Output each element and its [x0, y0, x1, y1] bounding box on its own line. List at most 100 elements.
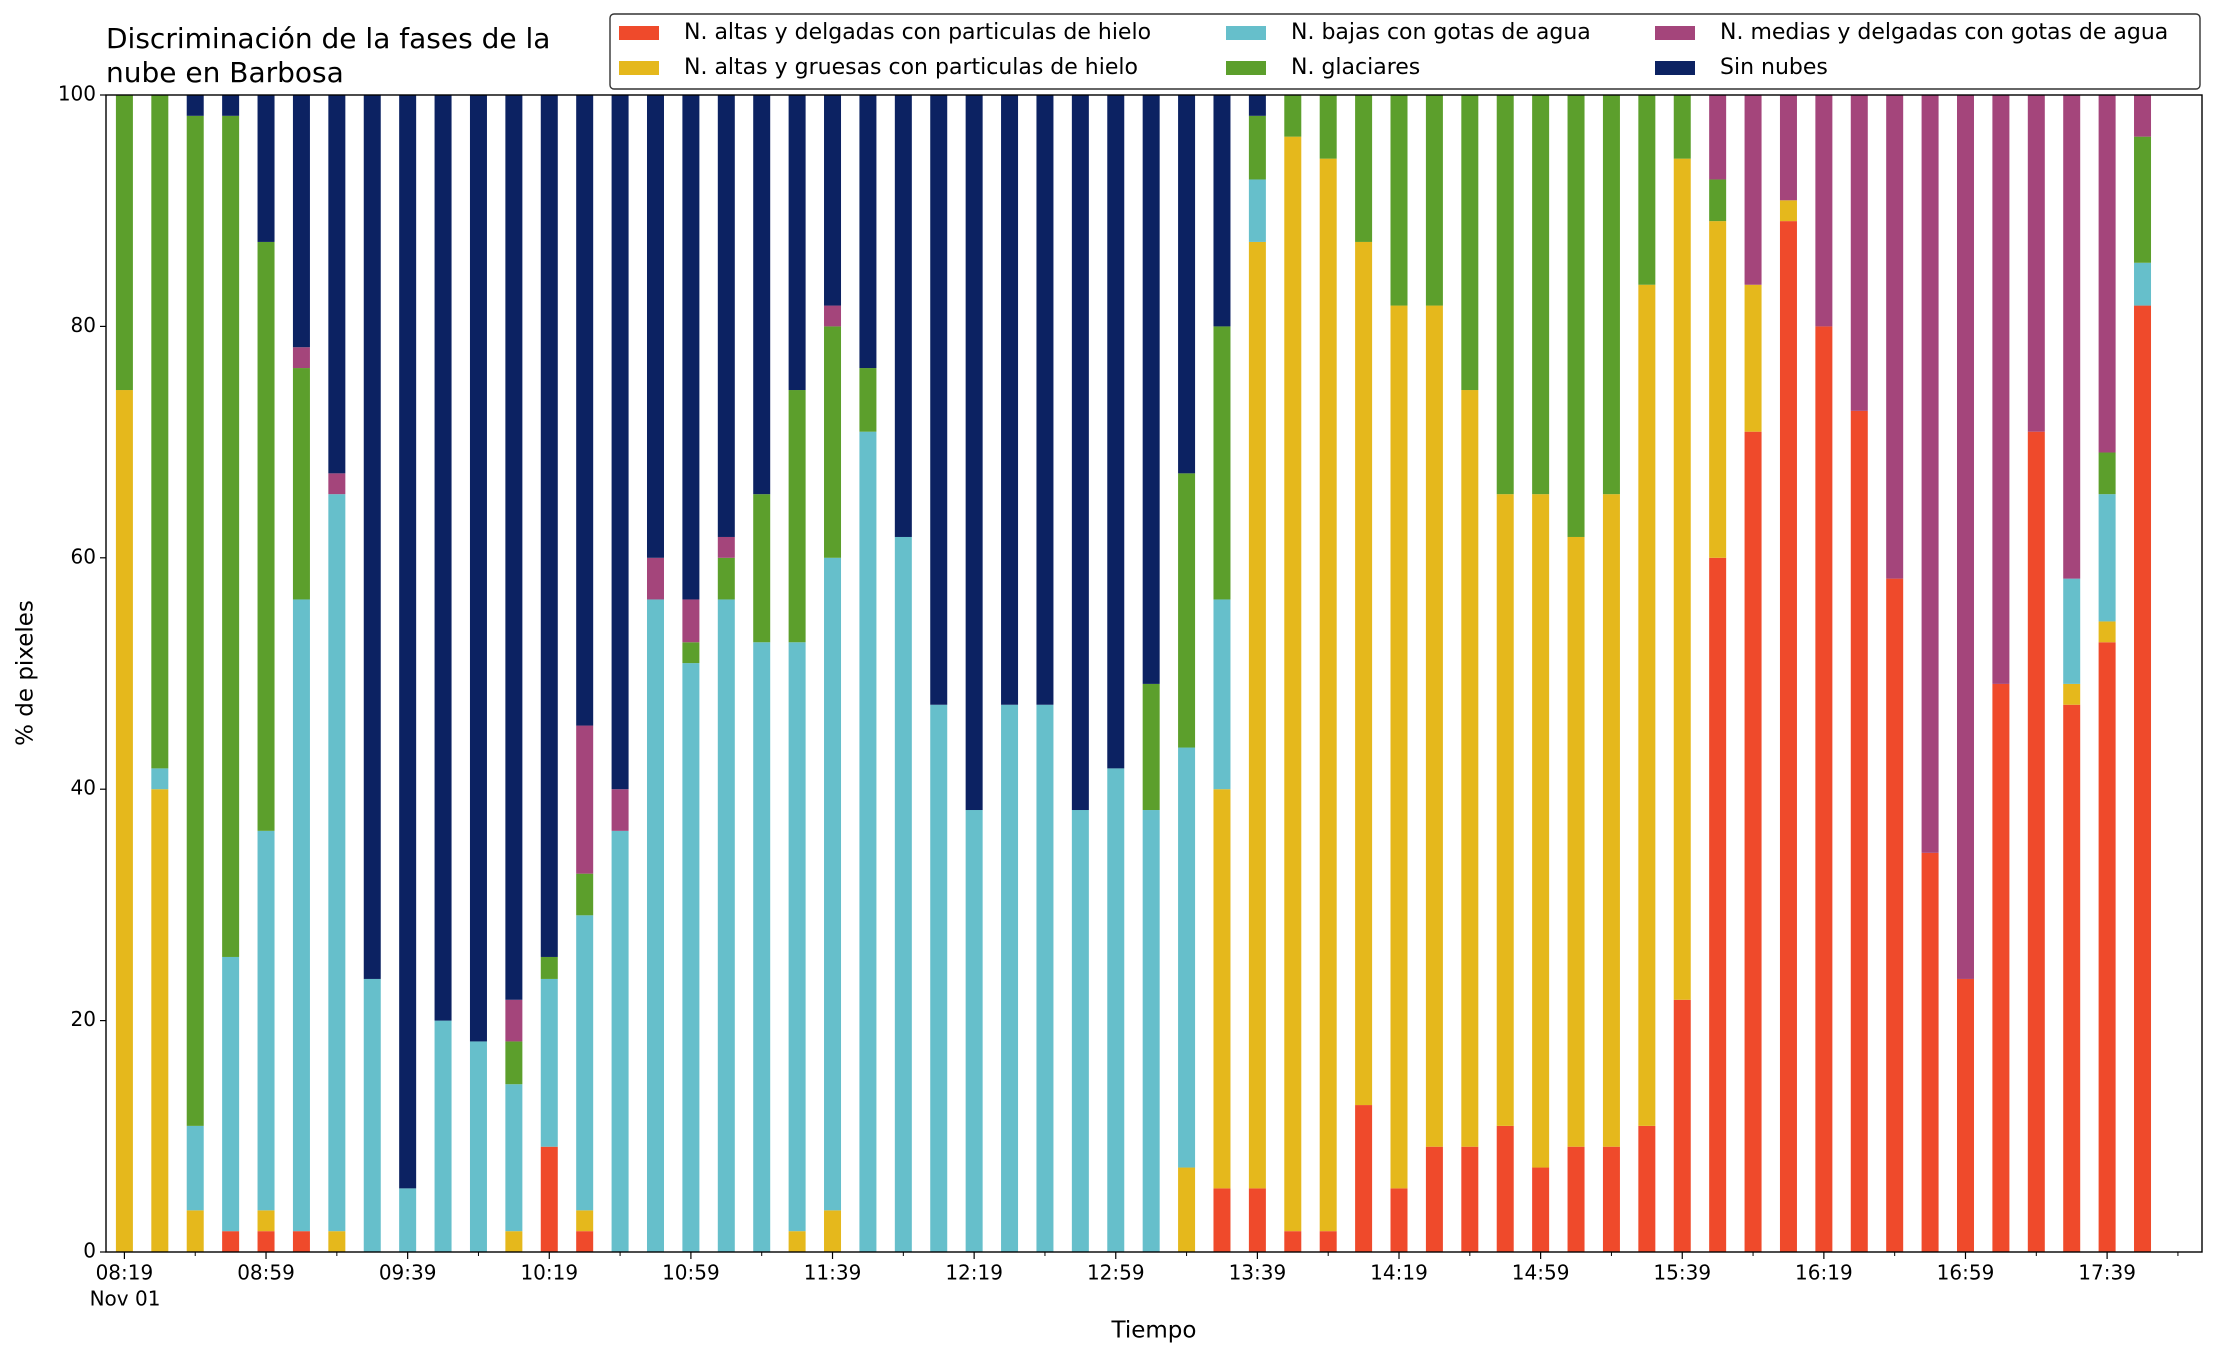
bar-segment [2098, 494, 2116, 622]
bar-segment [788, 95, 806, 391]
y-tick-label: 20 [71, 1007, 96, 1031]
bar-segment [1425, 95, 1443, 306]
bar-segment [540, 95, 558, 957]
bar-segment [2063, 704, 2081, 1252]
bar-segment [540, 956, 558, 979]
y-tick-label: 40 [71, 776, 96, 800]
bar-segment [1567, 536, 1585, 1147]
x-sublabel: Nov 01 [90, 1287, 161, 1311]
bar-segment [1178, 747, 1196, 1168]
bar-segment [1036, 95, 1054, 705]
bar-segment [1319, 95, 1337, 159]
bar-segment [2134, 262, 2152, 306]
bar-segment [1744, 95, 1762, 285]
legend-box [609, 13, 2201, 90]
bar-segment [1036, 704, 1054, 1252]
bar-segment [505, 1041, 523, 1085]
bar-segment [1390, 305, 1408, 1189]
x-tick-label: 17:39 [2078, 1261, 2136, 1285]
bar-segment [186, 1125, 204, 1211]
bar-segment [257, 95, 275, 242]
bar-segment [2098, 642, 2116, 1252]
bar-segment [788, 390, 806, 643]
bar-segment [540, 1146, 558, 1252]
bar-segment [1425, 305, 1443, 1147]
x-tick-label: 14:19 [1370, 1261, 1428, 1285]
bar-segment [2098, 621, 2116, 643]
bar-segment [1602, 95, 1620, 495]
legend-label: N. medias y delgadas con gotas de agua [1720, 20, 2168, 45]
bar-segment [1602, 494, 1620, 1147]
bar-segment [717, 536, 735, 558]
bar-segment [469, 1041, 487, 1252]
bar-segment [1496, 494, 1514, 1126]
bar-segment [682, 599, 700, 643]
bar-segment [965, 95, 983, 811]
x-tick-label: 12:19 [945, 1261, 1003, 1285]
bar-segment [788, 1231, 806, 1252]
bar-segment [292, 599, 310, 1232]
bar-segment [399, 1188, 417, 1252]
bar-segment [576, 95, 594, 726]
bar-segment [682, 95, 700, 600]
bar-segment [1107, 768, 1125, 1252]
bar-segment [1213, 326, 1231, 600]
bar-segment [1992, 95, 2010, 684]
bar-segment [646, 95, 664, 558]
x-tick-label: 08:59 [237, 1261, 295, 1285]
bar-segment [576, 1231, 594, 1252]
bar-segment [1779, 200, 1797, 222]
bar-segment [1992, 683, 2010, 1252]
bar-segment [824, 305, 842, 327]
bar-segment [505, 95, 523, 1000]
bar-segment [1001, 704, 1019, 1252]
y-tick-label: 60 [71, 544, 96, 568]
bar-segment [1709, 179, 1727, 222]
bar-segment [611, 95, 629, 790]
bar-segment [505, 999, 523, 1042]
bar-segment [1355, 95, 1373, 242]
legend-label: N. altas y gruesas con particulas de hie… [684, 55, 1138, 80]
x-tick-label: 16:59 [1937, 1261, 1995, 1285]
bar-segment [469, 95, 487, 1042]
bar-segment [1107, 95, 1125, 769]
bar-segment [1602, 1146, 1620, 1252]
bar-segment [2027, 431, 2045, 1252]
bar-segment [1461, 390, 1479, 1147]
bar-segment [1921, 852, 1939, 1252]
bar-segment [222, 956, 240, 1232]
bar-segment [1390, 1188, 1408, 1252]
bar-segment [930, 95, 948, 705]
bar-segment [646, 557, 664, 600]
bar-segment [1213, 599, 1231, 790]
y-axis-label: % de pixeles [13, 600, 39, 746]
y-tick-label: 100 [58, 82, 96, 106]
x-tick-label: 14:59 [1512, 1261, 1570, 1285]
bar-segment [151, 789, 169, 1252]
bar-segment [1248, 115, 1266, 180]
bar-segment [363, 95, 381, 979]
bar-segment [1213, 95, 1231, 327]
bar-segment [824, 557, 842, 1211]
bar-segment [292, 1231, 310, 1252]
x-tick-label: 10:59 [662, 1261, 720, 1285]
bar-segment [186, 1210, 204, 1252]
bar-segment [2098, 452, 2116, 495]
bar-segment [1567, 95, 1585, 537]
x-tick-label: 15:39 [1653, 1261, 1711, 1285]
bar-segment [363, 978, 381, 1252]
bar-segment [824, 326, 842, 558]
plot-frame [105, 94, 2203, 1253]
legend-label: N. altas y delgadas con particulas de hi… [684, 20, 1151, 45]
bar-segment [1248, 95, 1266, 116]
bar-segment [1850, 95, 1868, 411]
bar-segment [824, 95, 842, 306]
bar-segment [186, 115, 204, 1126]
bar-segment [257, 1231, 275, 1252]
bar-segment [1673, 95, 1691, 159]
bar-segment [824, 1210, 842, 1252]
bar-segment [2134, 95, 2152, 137]
bar-segment [1673, 158, 1691, 1000]
legend-swatch [1226, 26, 1266, 40]
bar-segment [1532, 95, 1550, 495]
